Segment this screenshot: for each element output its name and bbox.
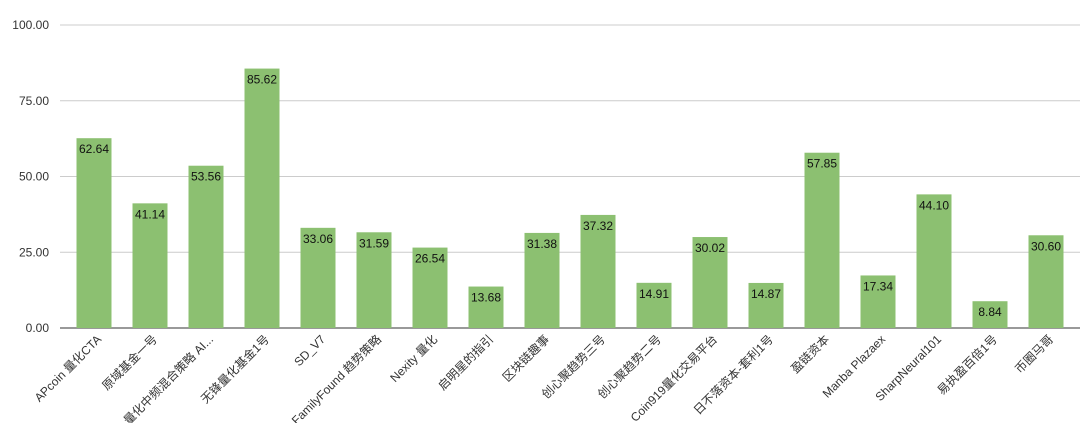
bar: [692, 237, 728, 328]
x-tick-label: 币圈马哥: [1012, 332, 1056, 376]
bar: [468, 286, 504, 328]
x-tick-label: Nexity 量化: [387, 332, 440, 385]
y-tick-label: 0.00: [26, 321, 50, 335]
data-label: 30.02: [695, 241, 725, 255]
bar: [356, 232, 392, 328]
bar: [636, 282, 672, 328]
x-tick-label: SD_V7: [291, 332, 328, 369]
bar: [300, 227, 336, 328]
bar: [580, 214, 616, 328]
x-tick-label: 原域基金一号: [99, 332, 161, 394]
bar: [188, 165, 224, 328]
bar: [916, 194, 952, 328]
x-tick-label: FamilyFound 趋势策略: [288, 332, 384, 423]
x-tick-label: 区块链趣事: [499, 332, 552, 385]
y-tick-label: 50.00: [19, 170, 49, 184]
y-tick-label: 100.00: [12, 18, 49, 32]
bar: [412, 247, 448, 328]
data-label: 13.68: [471, 291, 501, 305]
data-label: 17.34: [863, 279, 893, 293]
data-label: 44.10: [919, 198, 949, 212]
data-label: 37.32: [583, 219, 613, 233]
data-label: 41.14: [135, 207, 165, 221]
y-tick-label: 25.00: [19, 245, 49, 259]
data-label: 62.64: [79, 142, 109, 156]
bar: [76, 138, 112, 328]
bar: [244, 68, 280, 328]
bar: [804, 152, 840, 328]
x-tick-label: 量化中频混合策略 AI...: [120, 332, 216, 423]
data-label: 30.60: [1031, 239, 1061, 253]
x-tick-label: 盈链资本: [788, 332, 833, 377]
data-label: 14.87: [751, 287, 781, 301]
y-tick-label: 75.00: [19, 94, 49, 108]
bar: [1028, 235, 1064, 328]
data-label: 57.85: [807, 157, 837, 171]
bar: [524, 232, 560, 328]
data-label: 31.59: [359, 236, 389, 250]
data-label: 26.54: [415, 252, 445, 266]
data-label: 14.91: [639, 287, 669, 301]
x-tick-label: APcoin 量化CTA: [32, 332, 104, 404]
bar: [972, 301, 1008, 328]
data-label: 53.56: [191, 170, 221, 184]
data-label: 33.06: [303, 232, 333, 246]
bar: [748, 282, 784, 328]
data-label: 8.84: [978, 305, 1002, 319]
bar: [132, 203, 168, 328]
x-tick-label: 启明星的指引: [435, 332, 497, 394]
data-label: 31.38: [527, 237, 557, 251]
bar: [860, 275, 896, 328]
data-label: 85.62: [247, 73, 277, 87]
x-tick-label: 易执盈百倍1号: [934, 332, 1000, 398]
